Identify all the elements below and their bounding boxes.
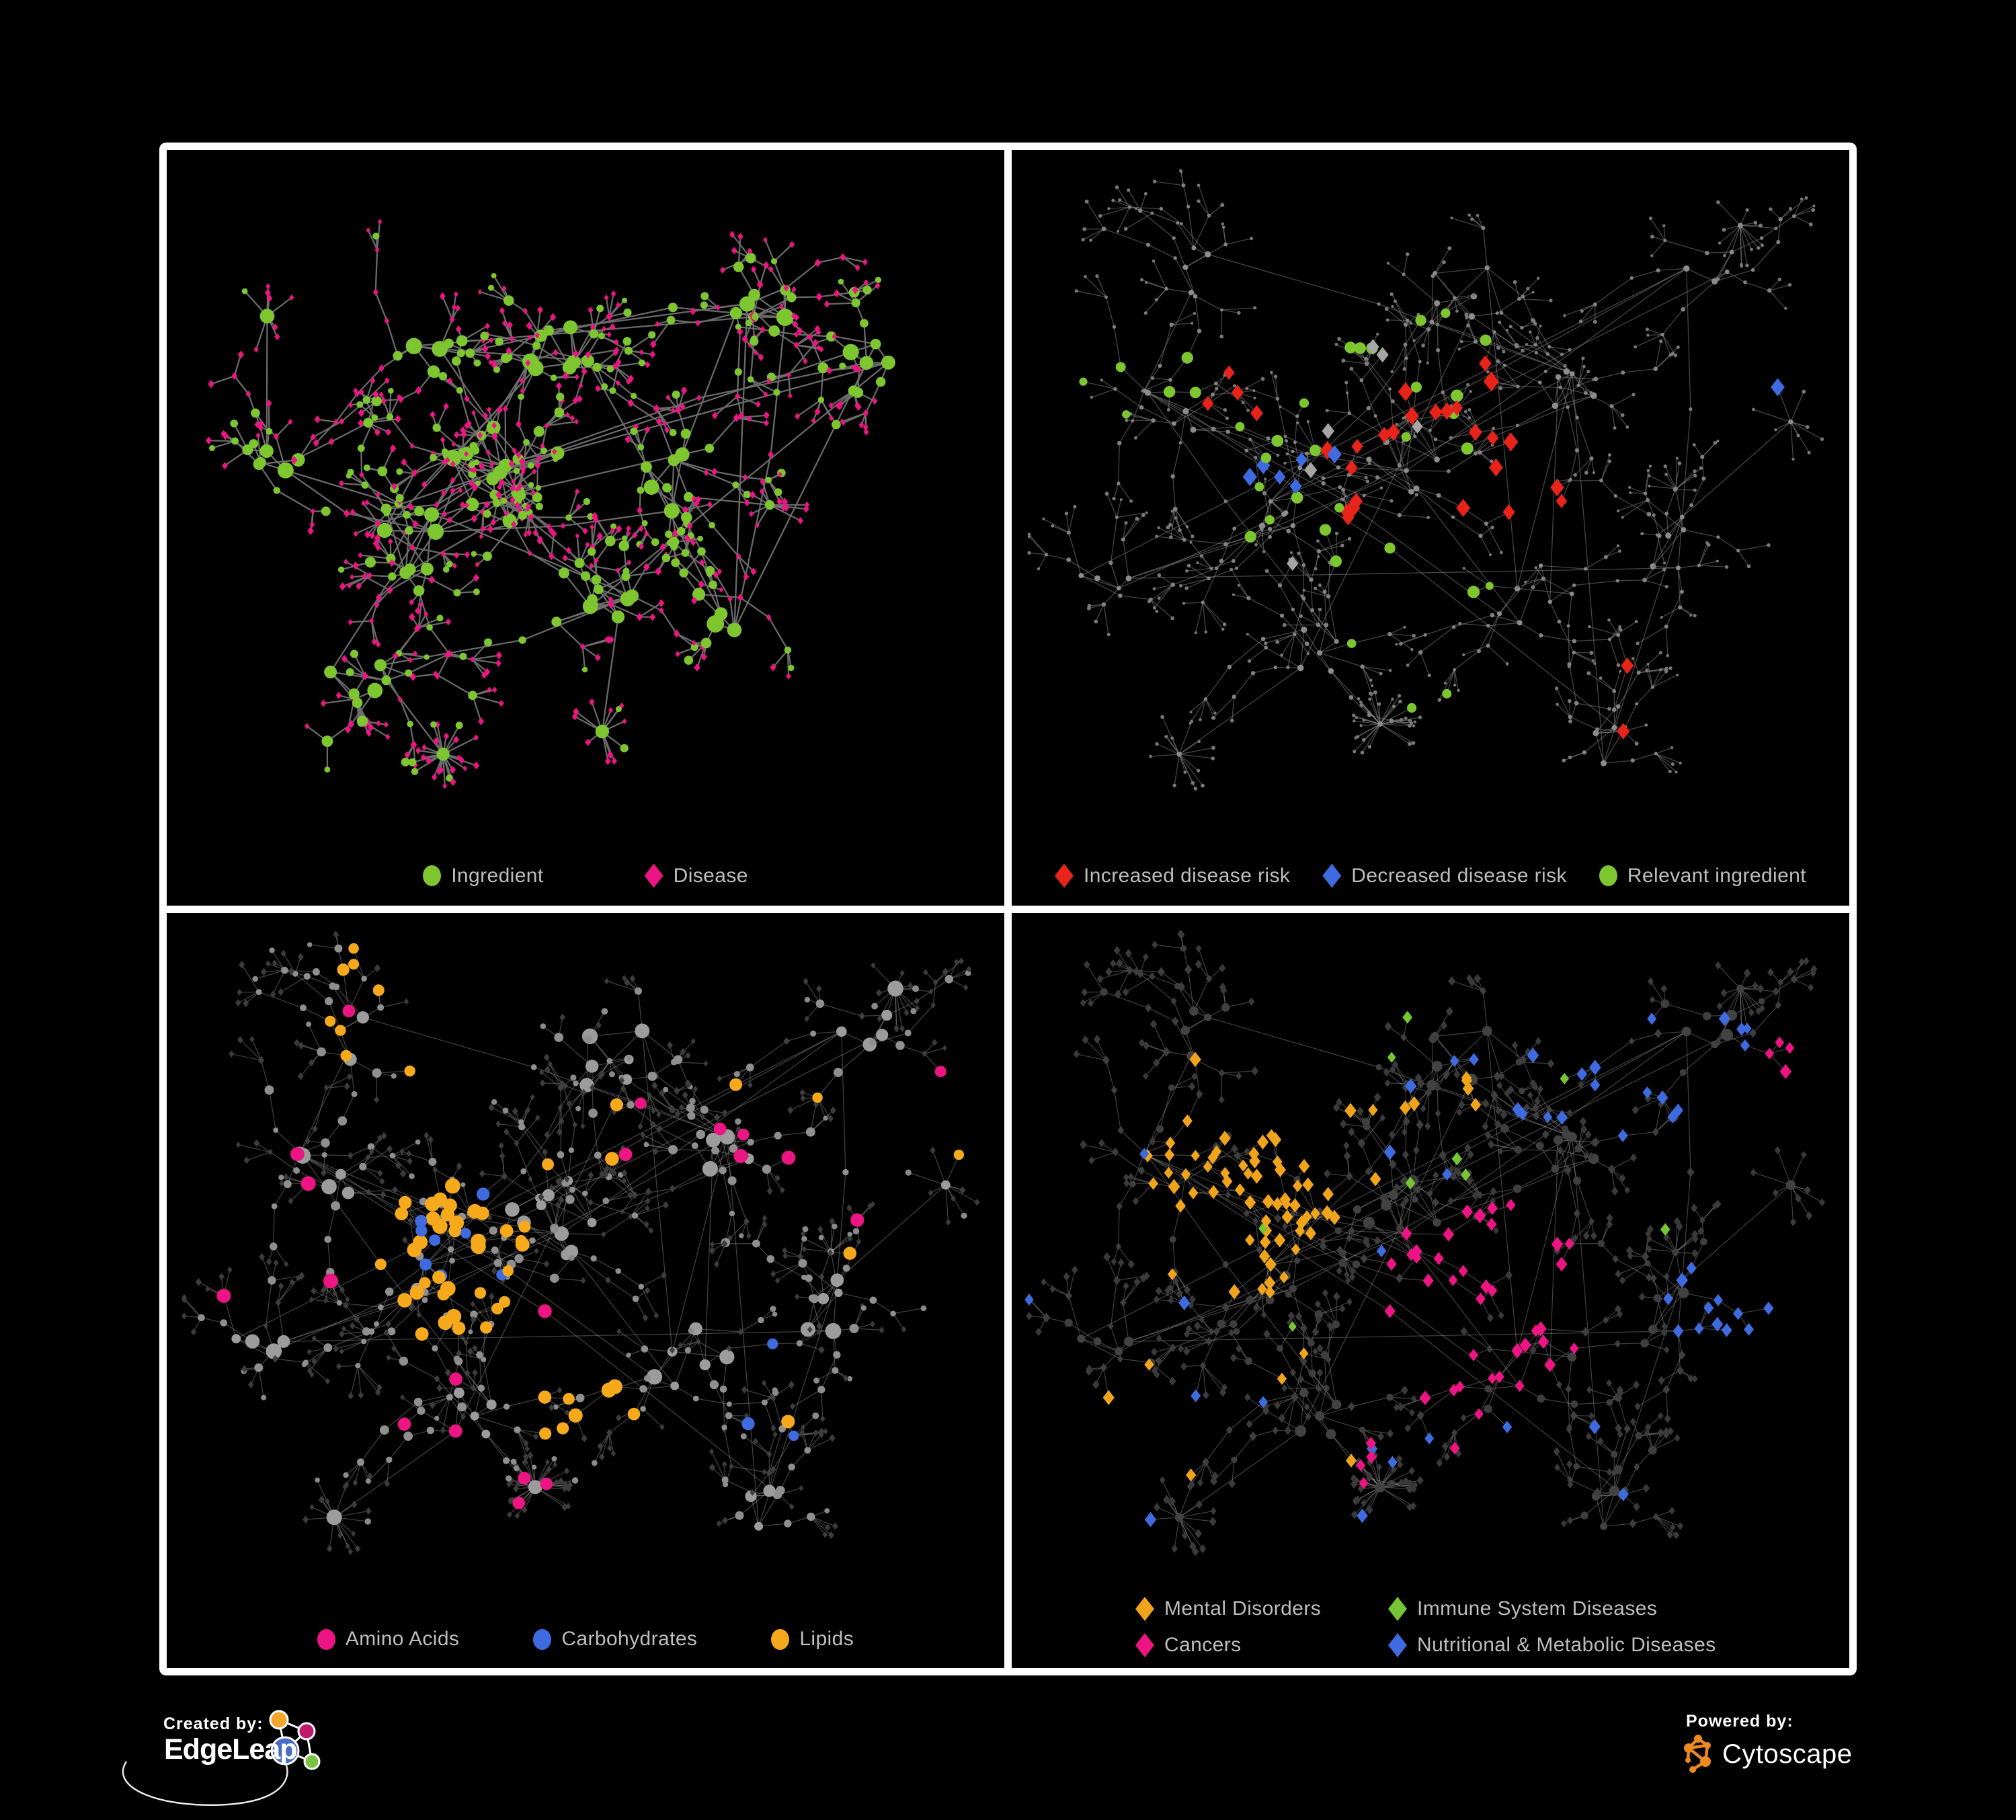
- legend-label: Disease: [673, 864, 748, 887]
- diamond-marker-icon: [1388, 1633, 1407, 1657]
- legend-label: Amino Acids: [345, 1628, 460, 1650]
- edgeleap-credit: Created by: EdgeLeap: [114, 1709, 397, 1820]
- diamond-marker-icon: [1055, 863, 1074, 888]
- diamond-marker-icon: [1135, 1633, 1154, 1657]
- edgeleap-node-blue: [270, 1736, 300, 1766]
- legend-item-ingredient: Ingredient: [423, 865, 543, 887]
- cytoscape-credit: Powered by:: [1667, 1709, 1990, 1803]
- created-by-label: Created by:: [163, 1714, 264, 1733]
- legend-label: Nutritional & Metabolic Diseases: [1417, 1634, 1716, 1656]
- legend-label: Carbohydrates: [561, 1628, 698, 1650]
- legend-label: Increased disease risk: [1084, 864, 1291, 887]
- edgeleap-node-green: [303, 1753, 321, 1770]
- powered-by-label: Powered by:: [1686, 1712, 1793, 1731]
- cytoscape-wordmark: Cytoscape: [1722, 1739, 1853, 1769]
- disease-risk-network-graph: [1027, 169, 1824, 791]
- diamond-marker-icon: [1322, 863, 1342, 888]
- circle-marker-icon: [317, 1628, 335, 1650]
- diamond-marker-icon: [644, 863, 663, 888]
- edgeleap-node-magenta: [297, 1722, 316, 1741]
- cytoscape-logo-icon: [1684, 1735, 1711, 1773]
- legend-item-carbohydrates: Carbohydrates: [533, 1628, 697, 1651]
- circle-marker-icon: [1599, 865, 1617, 886]
- legend-item-immune-system-diseases: Immune System Diseases: [1388, 1597, 1716, 1621]
- legend-item-relevant-ingredient: Relevant ingredient: [1599, 865, 1806, 887]
- circle-marker-icon: [423, 865, 442, 886]
- legend-item-decreased-disease-risk: Decreased disease risk: [1322, 863, 1567, 888]
- legend-label: Lipids: [799, 1628, 854, 1650]
- legend-item-amino-acids: Amino Acids: [317, 1628, 459, 1651]
- legend-label: Mental Disorders: [1164, 1597, 1322, 1620]
- circle-marker-icon: [771, 1628, 790, 1650]
- legend-item-lipids: Lipids: [771, 1628, 854, 1651]
- legend-label: Immune System Diseases: [1417, 1597, 1658, 1620]
- ingredient-disease-network-graph: [205, 219, 895, 789]
- legend-label: Relevant ingredient: [1627, 864, 1806, 887]
- legend-ingredient-disease: Ingredient Disease: [167, 863, 1004, 888]
- legend-disease-risk: Increased disease risk Decreased disease …: [1012, 863, 1849, 888]
- legend-label: Decreased disease risk: [1351, 864, 1567, 887]
- legend-ingredient-class: Amino Acids Carbohydrates Lipids: [167, 1628, 1004, 1651]
- legend-item-nutritional-metabolic-diseases: Nutritional & Metabolic Diseases: [1388, 1633, 1716, 1657]
- panel-ingredient-class-network: Amino Acids Carbohydrates Lipids: [167, 912, 1004, 1668]
- edgeleap-wordmark: EdgeLeap: [164, 1733, 297, 1766]
- ingredient-class-network-graph: [181, 930, 980, 1555]
- legend-item-increased-disease-risk: Increased disease risk: [1055, 863, 1291, 888]
- legend-item-cancers: Cancers: [1135, 1633, 1388, 1657]
- panel-ingredient-disease-network: Ingredient Disease: [167, 150, 1004, 906]
- legend-item-disease: Disease: [644, 863, 748, 888]
- legend-disease-class: Mental Disorders Immune System Diseases Ca…: [1012, 1597, 1849, 1657]
- panel-grid: Ingredient Disease Increased disease risk…: [159, 143, 1857, 1675]
- disease-class-network-graph: [1024, 929, 1825, 1556]
- panel-disease-risk-network: Increased disease risk Decreased disease …: [1012, 150, 1849, 906]
- edgeleap-logo-icon: [122, 1710, 321, 1806]
- diamond-marker-icon: [1388, 1597, 1407, 1621]
- legend-label: Ingredient: [451, 864, 544, 887]
- legend-label: Cancers: [1164, 1634, 1242, 1656]
- edgeleap-swoosh: [122, 1757, 288, 1806]
- diamond-marker-icon: [1135, 1597, 1154, 1621]
- panel-disease-class-network: Mental Disorders Immune System Diseases Ca…: [1012, 912, 1849, 1668]
- circle-marker-icon: [533, 1628, 552, 1650]
- edgeleap-node-orange: [269, 1710, 289, 1730]
- legend-item-mental-disorders: Mental Disorders: [1135, 1597, 1388, 1621]
